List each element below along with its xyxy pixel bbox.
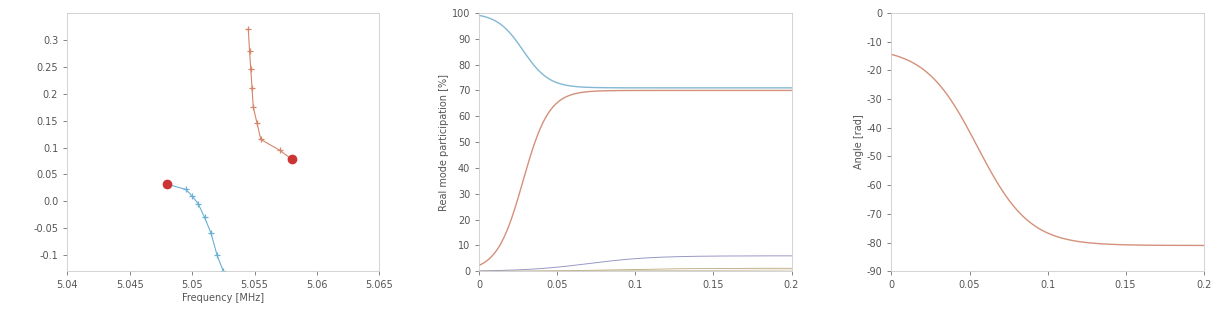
Y-axis label: Angle [rad]: Angle [rad] — [854, 115, 864, 170]
Y-axis label: Real mode participation [%]: Real mode participation [%] — [439, 74, 450, 211]
X-axis label: Frequency [MHz]: Frequency [MHz] — [182, 293, 264, 303]
